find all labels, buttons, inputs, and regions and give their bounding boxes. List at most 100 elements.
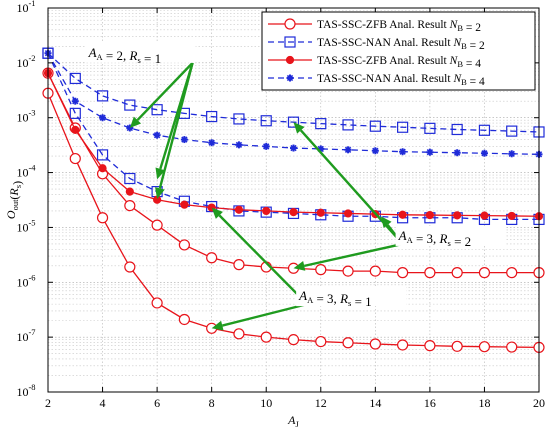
y-tick-label: 10-8 [16,382,35,399]
x-tick-label: 18 [478,396,490,410]
data-point [451,340,463,352]
data-point [178,313,190,326]
annotation-arrow [211,207,308,305]
annotation-label: AA = 2, Rs = 1 [88,45,162,66]
legend-item: TAS-SSC-ZFB Anal. Result NB = 2 [268,18,481,34]
legend-marker [284,18,296,30]
legend-label: TAS-SSC-NAN Anal. Result NB = 2 [317,37,485,52]
y-tick-label: 10-1 [16,0,35,15]
data-point [424,340,436,352]
data-point [180,200,189,209]
arrow-head [211,207,223,219]
data-point [290,144,297,152]
data-point [180,136,188,144]
annotation-arrow [129,62,194,128]
y-axis-title: Oout(Rs) [4,181,24,219]
data-point [96,149,109,161]
data-point [234,205,244,214]
data-point [235,141,243,149]
legend-box [261,11,536,91]
data-point [480,211,489,220]
data-point [506,341,518,353]
x-tick-label: 8 [209,396,215,410]
data-point [451,267,463,279]
data-point [453,211,462,220]
data-point [424,122,436,134]
arrow-shaft [159,62,194,170]
data-point [507,211,516,221]
data-point [151,104,163,116]
annotation-label: AA = 3, Rs = 2 [398,228,472,249]
arrow-shaft [218,214,308,305]
plot-frame [47,7,540,393]
y-tick-label: 10-2 [16,53,35,70]
data-point [287,334,300,346]
data-point [506,125,518,137]
data-point [478,267,491,279]
annotation-arrow [293,242,403,271]
data-point [153,131,161,139]
arrow-shaft [303,242,403,268]
data-point [69,152,81,165]
data-point [369,265,381,277]
legend-item: TAS-SSC-ZFB Anal. Result NB = 4 [268,55,481,70]
star-stroke [153,132,161,139]
star-stroke [399,148,406,155]
data-point [262,142,270,150]
data-point [260,331,272,343]
data-point [315,335,327,348]
star-stroke [426,149,434,156]
data-point [315,118,327,130]
legend-label: TAS-SSC-ZFB Anal. Result NB = 4 [317,55,481,70]
data-point [369,120,381,132]
star-stroke [99,114,106,121]
x-axis-title: AJ [287,413,299,429]
axis-titles: AJ Oout(Rs) [4,181,300,429]
star-stroke [454,149,461,156]
data-point [399,148,407,156]
data-point [397,339,409,351]
arrow-head [293,261,306,271]
data-point [151,297,163,309]
data-point [397,267,409,279]
data-point [369,338,381,350]
annotation-labels: AA = 2, Rs = 1 AA = 3, Rs = 2 AA = 3, Rs =… [85,42,506,309]
annotation-arrow [155,62,194,180]
series-4 [43,69,544,221]
annotation-arrow [211,302,308,331]
x-tick-label: 12 [315,396,327,410]
axis-ticks: 2 4 6 8 10 12 14 16 18 20 10-8 10-7 10-6 10-5 10-4 10-3… [16,0,545,410]
series-line [47,52,540,133]
arrow-shaft [222,302,308,327]
data-point [124,172,136,185]
data-point [208,139,216,147]
legend-marker [284,36,296,48]
star-stroke [263,143,270,150]
data-point [424,267,436,279]
x-tick-label: 16 [424,396,436,410]
star-stroke [181,136,188,143]
data-point [343,209,353,218]
data-point [124,199,136,212]
data-point [69,107,81,119]
y-tick-label: 10-7 [16,327,35,344]
data-point [480,149,488,157]
data-point [344,146,352,154]
legend-label: TAS-SSC-NAN Anal. Result NB = 4 [317,73,485,88]
data-point [342,265,354,277]
data-point [260,115,272,127]
data-point [371,147,379,155]
data-point [178,239,190,251]
x-tick-label: 4 [100,396,106,410]
star-stroke [72,98,79,105]
annotation-label-bg [85,42,196,63]
annotation-label: AA = 3, Rs = 1 [298,288,372,309]
data-point [151,219,163,231]
data-point [233,328,245,340]
star-stroke [372,147,379,154]
arrow-shaft [136,62,194,121]
data-point [316,208,325,217]
legend: TAS-SSC-ZFB Anal. Result NB = 2 TAS-SSC-N… [261,11,536,91]
data-point [125,187,134,196]
